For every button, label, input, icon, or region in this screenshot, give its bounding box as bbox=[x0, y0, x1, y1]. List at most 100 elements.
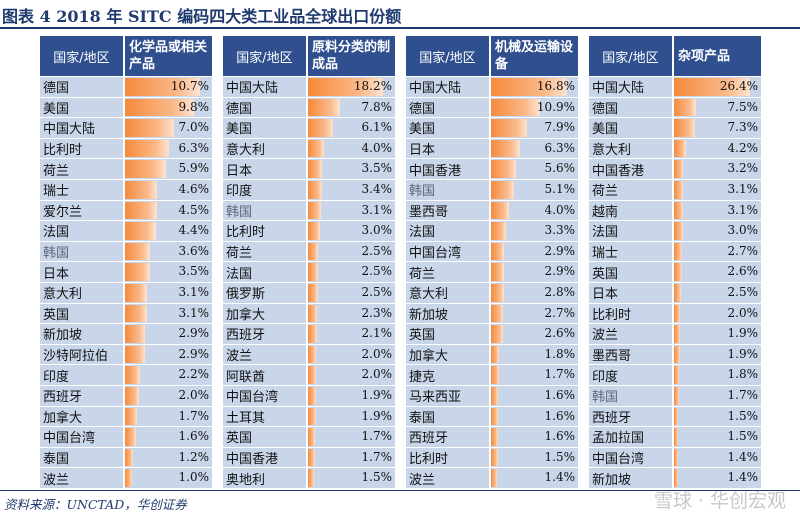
share-value-label: 10.7% bbox=[170, 79, 209, 93]
table-row: 日本 2.5% bbox=[589, 282, 761, 303]
panel-1: 国家/地区 化学品或相关产品 德国 10.7% 美国 9.8% 中国大陆 7.0% 比利时 6.3… bbox=[40, 36, 212, 488]
share-value-label: 1.7% bbox=[727, 387, 759, 402]
share-bar bbox=[674, 78, 751, 96]
region-name: 中国香港 bbox=[223, 447, 308, 468]
region-name: 比利时 bbox=[589, 303, 674, 324]
share-value-label: 7.3% bbox=[727, 120, 759, 135]
table-row: 加拿大 1.8% bbox=[406, 344, 578, 365]
share-bar bbox=[491, 386, 499, 405]
share-bar bbox=[125, 180, 158, 199]
region-name: 泰国 bbox=[40, 447, 125, 468]
value-cell: 3.1% bbox=[308, 200, 395, 221]
region-name: 墨西哥 bbox=[406, 200, 491, 221]
value-cell: 1.5% bbox=[491, 447, 578, 468]
region-name: 法国 bbox=[589, 221, 674, 241]
share-value-label: 1.6% bbox=[544, 429, 576, 444]
region-name: 波兰 bbox=[223, 344, 308, 365]
table-row: 英国 2.6% bbox=[589, 262, 761, 282]
share-bar bbox=[674, 98, 696, 117]
value-cell: 1.2% bbox=[125, 447, 212, 468]
share-bar bbox=[308, 428, 315, 446]
region-name: 德国 bbox=[406, 97, 491, 118]
share-bar bbox=[308, 407, 316, 426]
share-bar bbox=[125, 222, 156, 240]
share-bar bbox=[308, 98, 340, 117]
share-value-label: 3.6% bbox=[178, 243, 210, 258]
share-bar bbox=[125, 345, 146, 364]
value-cell: 2.7% bbox=[491, 303, 578, 324]
share-value-label: 3.3% bbox=[544, 223, 576, 238]
value-cell: 2.0% bbox=[125, 385, 212, 406]
share-bar bbox=[308, 448, 315, 467]
share-bar bbox=[674, 263, 682, 281]
value-cell: 7.5% bbox=[674, 97, 761, 118]
value-cell: 26.4% bbox=[674, 77, 761, 97]
share-value-label: 1.9% bbox=[361, 387, 393, 402]
region-name: 爱尔兰 bbox=[40, 200, 125, 221]
category-header: 化学品或相关产品 bbox=[125, 36, 212, 76]
value-cell: 2.9% bbox=[125, 324, 212, 344]
panel-2: 国家/地区 原料分类的制成品 中国大陆 18.2% 德国 7.8% 美国 6.1% 意大利 4.0… bbox=[223, 36, 395, 488]
share-value-label: 2.9% bbox=[178, 346, 210, 361]
share-bar bbox=[491, 345, 500, 364]
value-cell: 10.7% bbox=[125, 77, 212, 97]
share-bar bbox=[125, 119, 174, 137]
region-name: 日本 bbox=[223, 159, 308, 179]
region-name: 比利时 bbox=[223, 221, 308, 241]
table-row: 西班牙 1.5% bbox=[589, 406, 761, 427]
share-bar bbox=[674, 366, 680, 384]
share-bar bbox=[491, 407, 499, 426]
table-row: 泰国 1.6% bbox=[406, 406, 578, 427]
share-bar bbox=[308, 325, 317, 343]
table-row: 西班牙 1.6% bbox=[406, 427, 578, 447]
table-row: 意大利 2.8% bbox=[406, 282, 578, 303]
share-value-label: 18.2% bbox=[353, 79, 392, 93]
share-value-label: 3.1% bbox=[727, 202, 759, 217]
share-bar bbox=[125, 469, 132, 487]
title-rule bbox=[0, 27, 800, 29]
table-row: 孟加拉国 1.5% bbox=[589, 427, 761, 447]
value-cell: 2.6% bbox=[491, 324, 578, 344]
region-name: 越南 bbox=[589, 200, 674, 221]
share-value-label: 1.7% bbox=[178, 408, 210, 423]
share-bar bbox=[491, 325, 503, 343]
share-bar bbox=[491, 119, 527, 137]
watermark: 雪球 · 华创宏观 bbox=[653, 490, 786, 512]
region-name: 新加坡 bbox=[406, 303, 491, 324]
region-name: 意大利 bbox=[589, 138, 674, 159]
region-name: 比利时 bbox=[406, 447, 491, 468]
region-name: 中国大陆 bbox=[40, 118, 125, 138]
share-value-label: 2.5% bbox=[361, 243, 393, 258]
share-bar bbox=[125, 98, 194, 117]
share-value-label: 4.0% bbox=[361, 140, 393, 155]
share-value-label: 1.8% bbox=[727, 367, 759, 382]
region-name: 印度 bbox=[40, 365, 125, 385]
share-bar bbox=[125, 448, 134, 467]
region-name: 印度 bbox=[589, 365, 674, 385]
share-value-label: 4.6% bbox=[178, 181, 210, 196]
table-row: 奥地利 1.5% bbox=[223, 468, 395, 488]
table-row: 中国大陆 7.0% bbox=[40, 118, 212, 138]
share-value-label: 6.3% bbox=[178, 140, 210, 155]
region-name: 西班牙 bbox=[40, 385, 125, 406]
share-value-label: 10.9% bbox=[536, 99, 575, 114]
category-header: 原料分类的制成品 bbox=[308, 36, 395, 76]
table-row: 中国香港 5.6% bbox=[406, 159, 578, 179]
share-bar bbox=[674, 345, 680, 364]
share-bar bbox=[125, 78, 200, 96]
region-name: 意大利 bbox=[40, 282, 125, 303]
share-bar bbox=[674, 139, 687, 158]
value-cell: 3.5% bbox=[125, 262, 212, 282]
value-cell: 6.3% bbox=[491, 138, 578, 159]
table-row: 加拿大 2.3% bbox=[223, 303, 395, 324]
share-value-label: 6.3% bbox=[544, 140, 576, 155]
share-bar bbox=[308, 263, 319, 281]
table-row: 韩国 3.6% bbox=[40, 241, 212, 262]
value-cell: 1.6% bbox=[491, 427, 578, 447]
share-bar bbox=[125, 160, 167, 178]
table-row: 法国 2.5% bbox=[223, 262, 395, 282]
share-value-label: 1.7% bbox=[361, 449, 393, 464]
table-row: 中国台湾 1.9% bbox=[223, 385, 395, 406]
share-bar bbox=[491, 304, 504, 323]
table-row: 美国 7.9% bbox=[406, 118, 578, 138]
